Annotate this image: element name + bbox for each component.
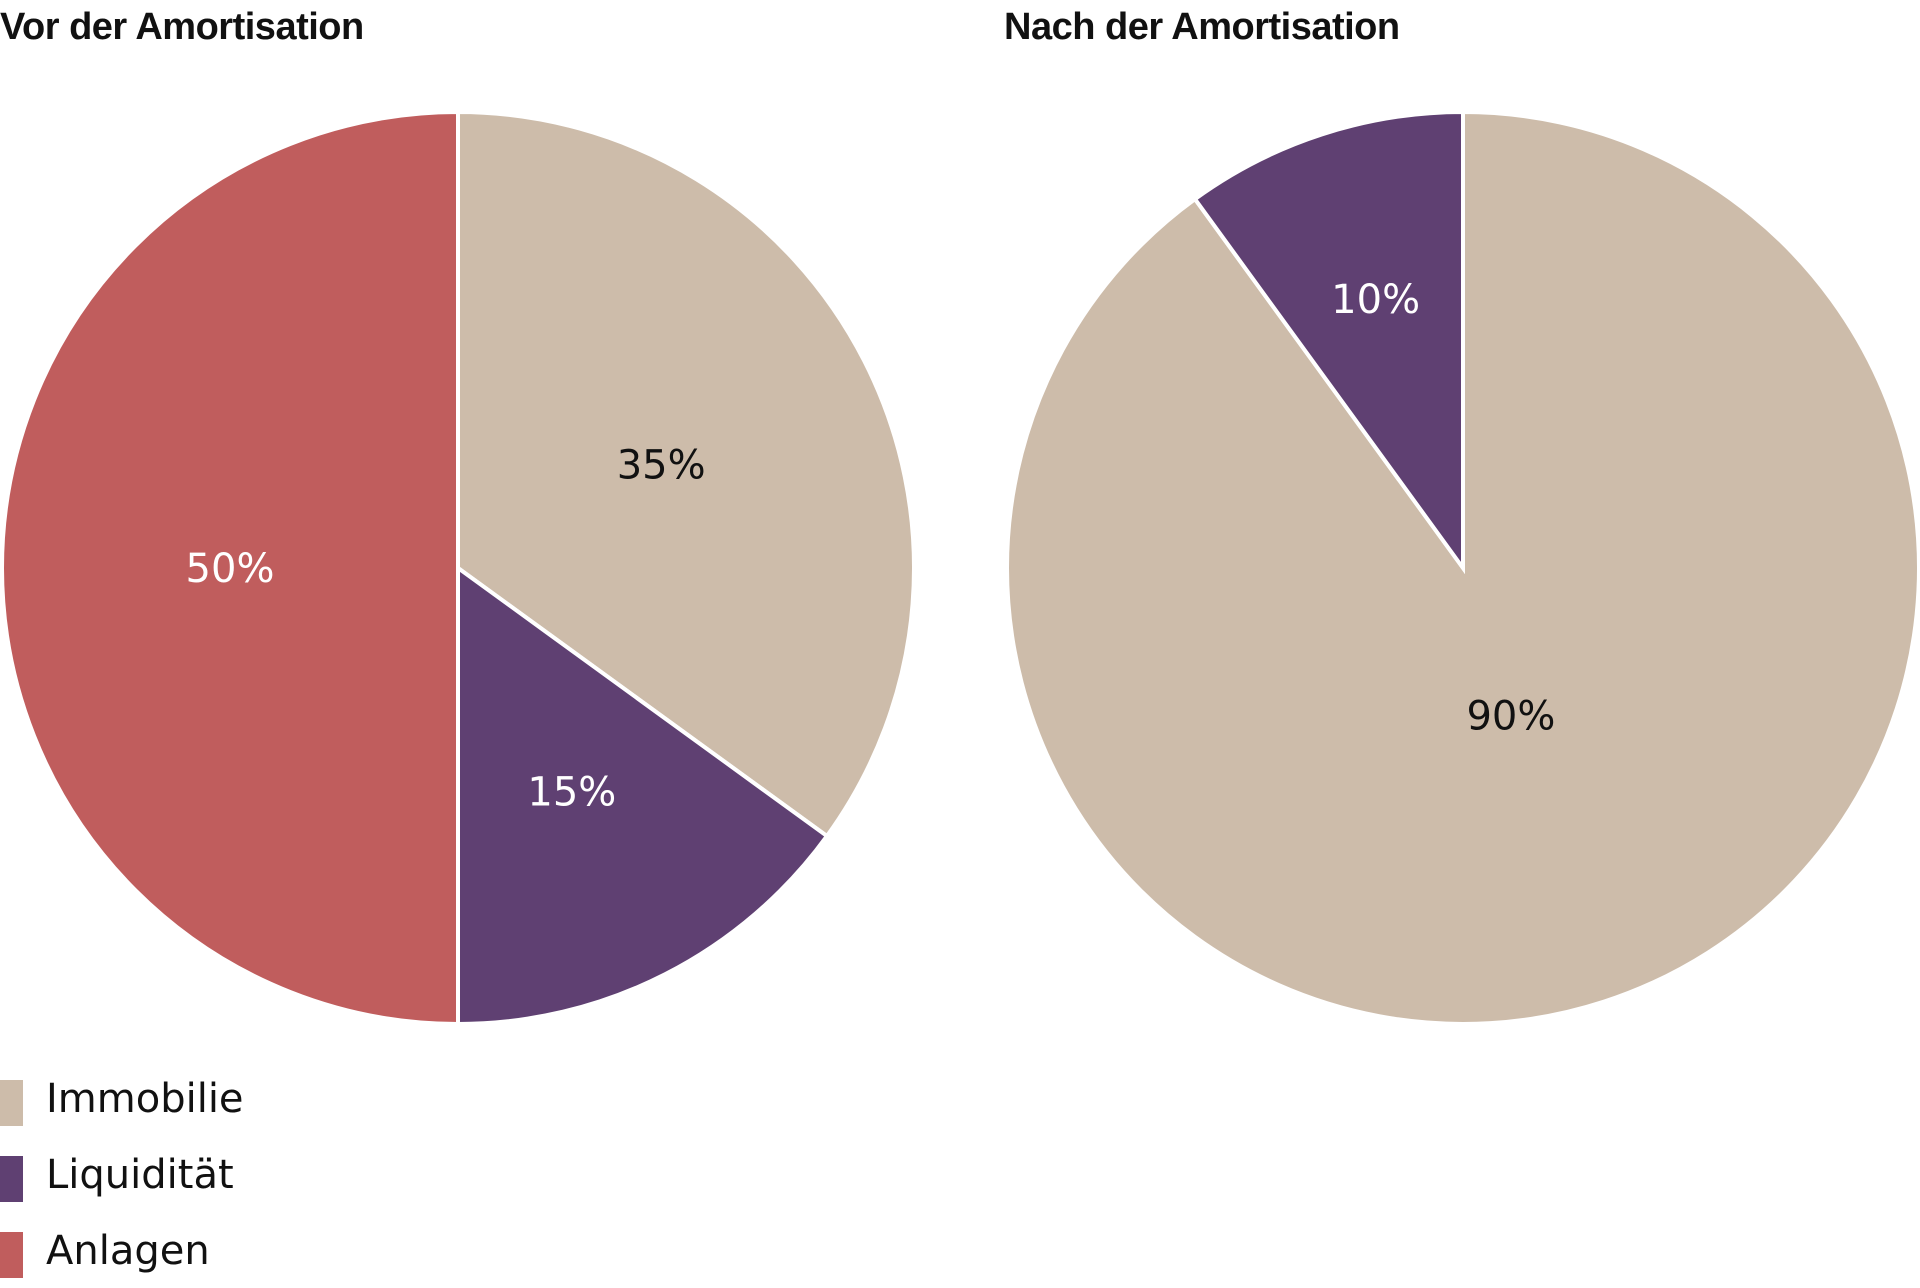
legend-swatch-immobilie [0, 1080, 23, 1126]
chart-title-before: Vor der Amortisation [0, 6, 364, 48]
pie-slice-anlagen [0, 109, 460, 1027]
legend-label: Immobilie [46, 1076, 244, 1122]
chart-title-after: Nach der Amortisation [1004, 6, 1400, 48]
pie-slice-immobilie [456, 109, 916, 839]
pie-slice-label: 15% [527, 769, 616, 815]
pie-slice-label: 50% [186, 546, 275, 592]
pie-slice-label: 35% [617, 442, 706, 488]
pie-slice-label: 90% [1466, 693, 1555, 739]
legend-swatch-liquiditaet [0, 1156, 23, 1202]
pie-slice-liquiditaet [456, 564, 830, 1027]
pie-charts: 35% 15% 50% 90% 10% [0, 109, 1920, 1027]
pie-slice-immobilie [1005, 109, 1920, 1026]
pie-slice-liquiditaet [1192, 109, 1465, 575]
legend-swatch-anlagen [0, 1232, 23, 1278]
pie-slice-label: 10% [1331, 277, 1420, 323]
legend-label: Anlagen [46, 1228, 210, 1274]
pie-chart-after: 90% 10% [1005, 109, 1920, 1026]
legend-label: Liquidität [46, 1152, 234, 1198]
pie-chart-before: 35% 15% 50% [0, 109, 916, 1027]
